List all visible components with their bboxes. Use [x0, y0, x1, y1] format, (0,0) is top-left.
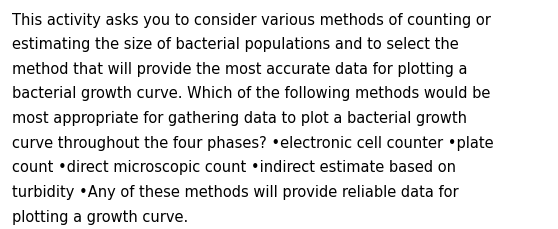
Text: curve throughout the four phases? •electronic cell counter •plate: curve throughout the four phases? •elect… — [12, 135, 494, 150]
Text: most appropriate for gathering data to plot a bacterial growth: most appropriate for gathering data to p… — [12, 111, 467, 125]
Text: estimating the size of bacterial populations and to select the: estimating the size of bacterial populat… — [12, 37, 459, 52]
Text: count •direct microscopic count •indirect estimate based on: count •direct microscopic count •indirec… — [12, 160, 456, 174]
Text: method that will provide the most accurate data for plotting a: method that will provide the most accura… — [12, 62, 468, 76]
Text: This activity asks you to consider various methods of counting or: This activity asks you to consider vario… — [12, 13, 491, 27]
Text: plotting a growth curve.: plotting a growth curve. — [12, 209, 189, 224]
Text: bacterial growth curve. Which of the following methods would be: bacterial growth curve. Which of the fol… — [12, 86, 490, 101]
Text: turbidity •Any of these methods will provide reliable data for: turbidity •Any of these methods will pro… — [12, 184, 459, 199]
